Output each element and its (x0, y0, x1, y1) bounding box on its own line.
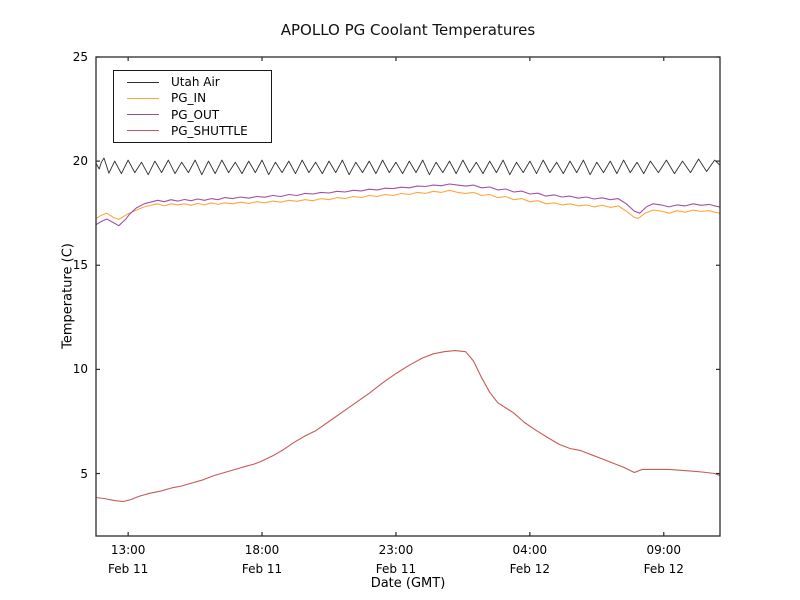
legend-line-swatch (127, 97, 159, 99)
legend-label: Utah Air (171, 75, 220, 90)
legend-label: PG_IN (171, 91, 207, 106)
x-tick-label: 04:00 Feb 12 (509, 543, 551, 576)
x-tick-label: 09:00 Feb 12 (643, 543, 684, 576)
series-line-utah-air (96, 157, 720, 176)
y-tick-label: 10 (72, 362, 88, 377)
legend-item: PG_IN (127, 91, 263, 105)
chart-title: APOLLO PG Coolant Temperatures (280, 21, 536, 39)
series-line-pg-in (96, 189, 720, 220)
y-tick-label: 25 (72, 50, 88, 64)
legend-item: PG_OUT (127, 108, 263, 122)
legend-line-swatch (127, 130, 159, 132)
series-line-pg-shuttle (96, 350, 720, 503)
plot-border (95, 56, 721, 537)
y-tick-label: 5 (80, 466, 88, 481)
y-tick-label: 15 (72, 258, 88, 273)
legend-item: PG_SHUTTLE (127, 124, 263, 138)
legend-line-swatch (127, 81, 159, 83)
series-line-pg-out (96, 183, 720, 227)
legend-line-swatch (127, 114, 159, 116)
legend-label: PG_OUT (171, 107, 220, 122)
y-axis-label: Temperature (C) (60, 243, 76, 349)
y-tick-label: 20 (72, 154, 88, 169)
x-tick-label: 18:00 Feb 11 (241, 543, 283, 576)
x-tick-label: 13:00 Feb 11 (107, 543, 149, 576)
x-tick-label: 23:00 Feb 11 (375, 543, 417, 576)
legend-label: PG_SHUTTLE (171, 123, 248, 138)
legend-item: Utah Air (127, 75, 263, 89)
legend: Utah Air PG_IN PG_OUT PG_SHUTTLE (113, 70, 272, 143)
x-axis-label: Date (GMT) (370, 576, 446, 591)
